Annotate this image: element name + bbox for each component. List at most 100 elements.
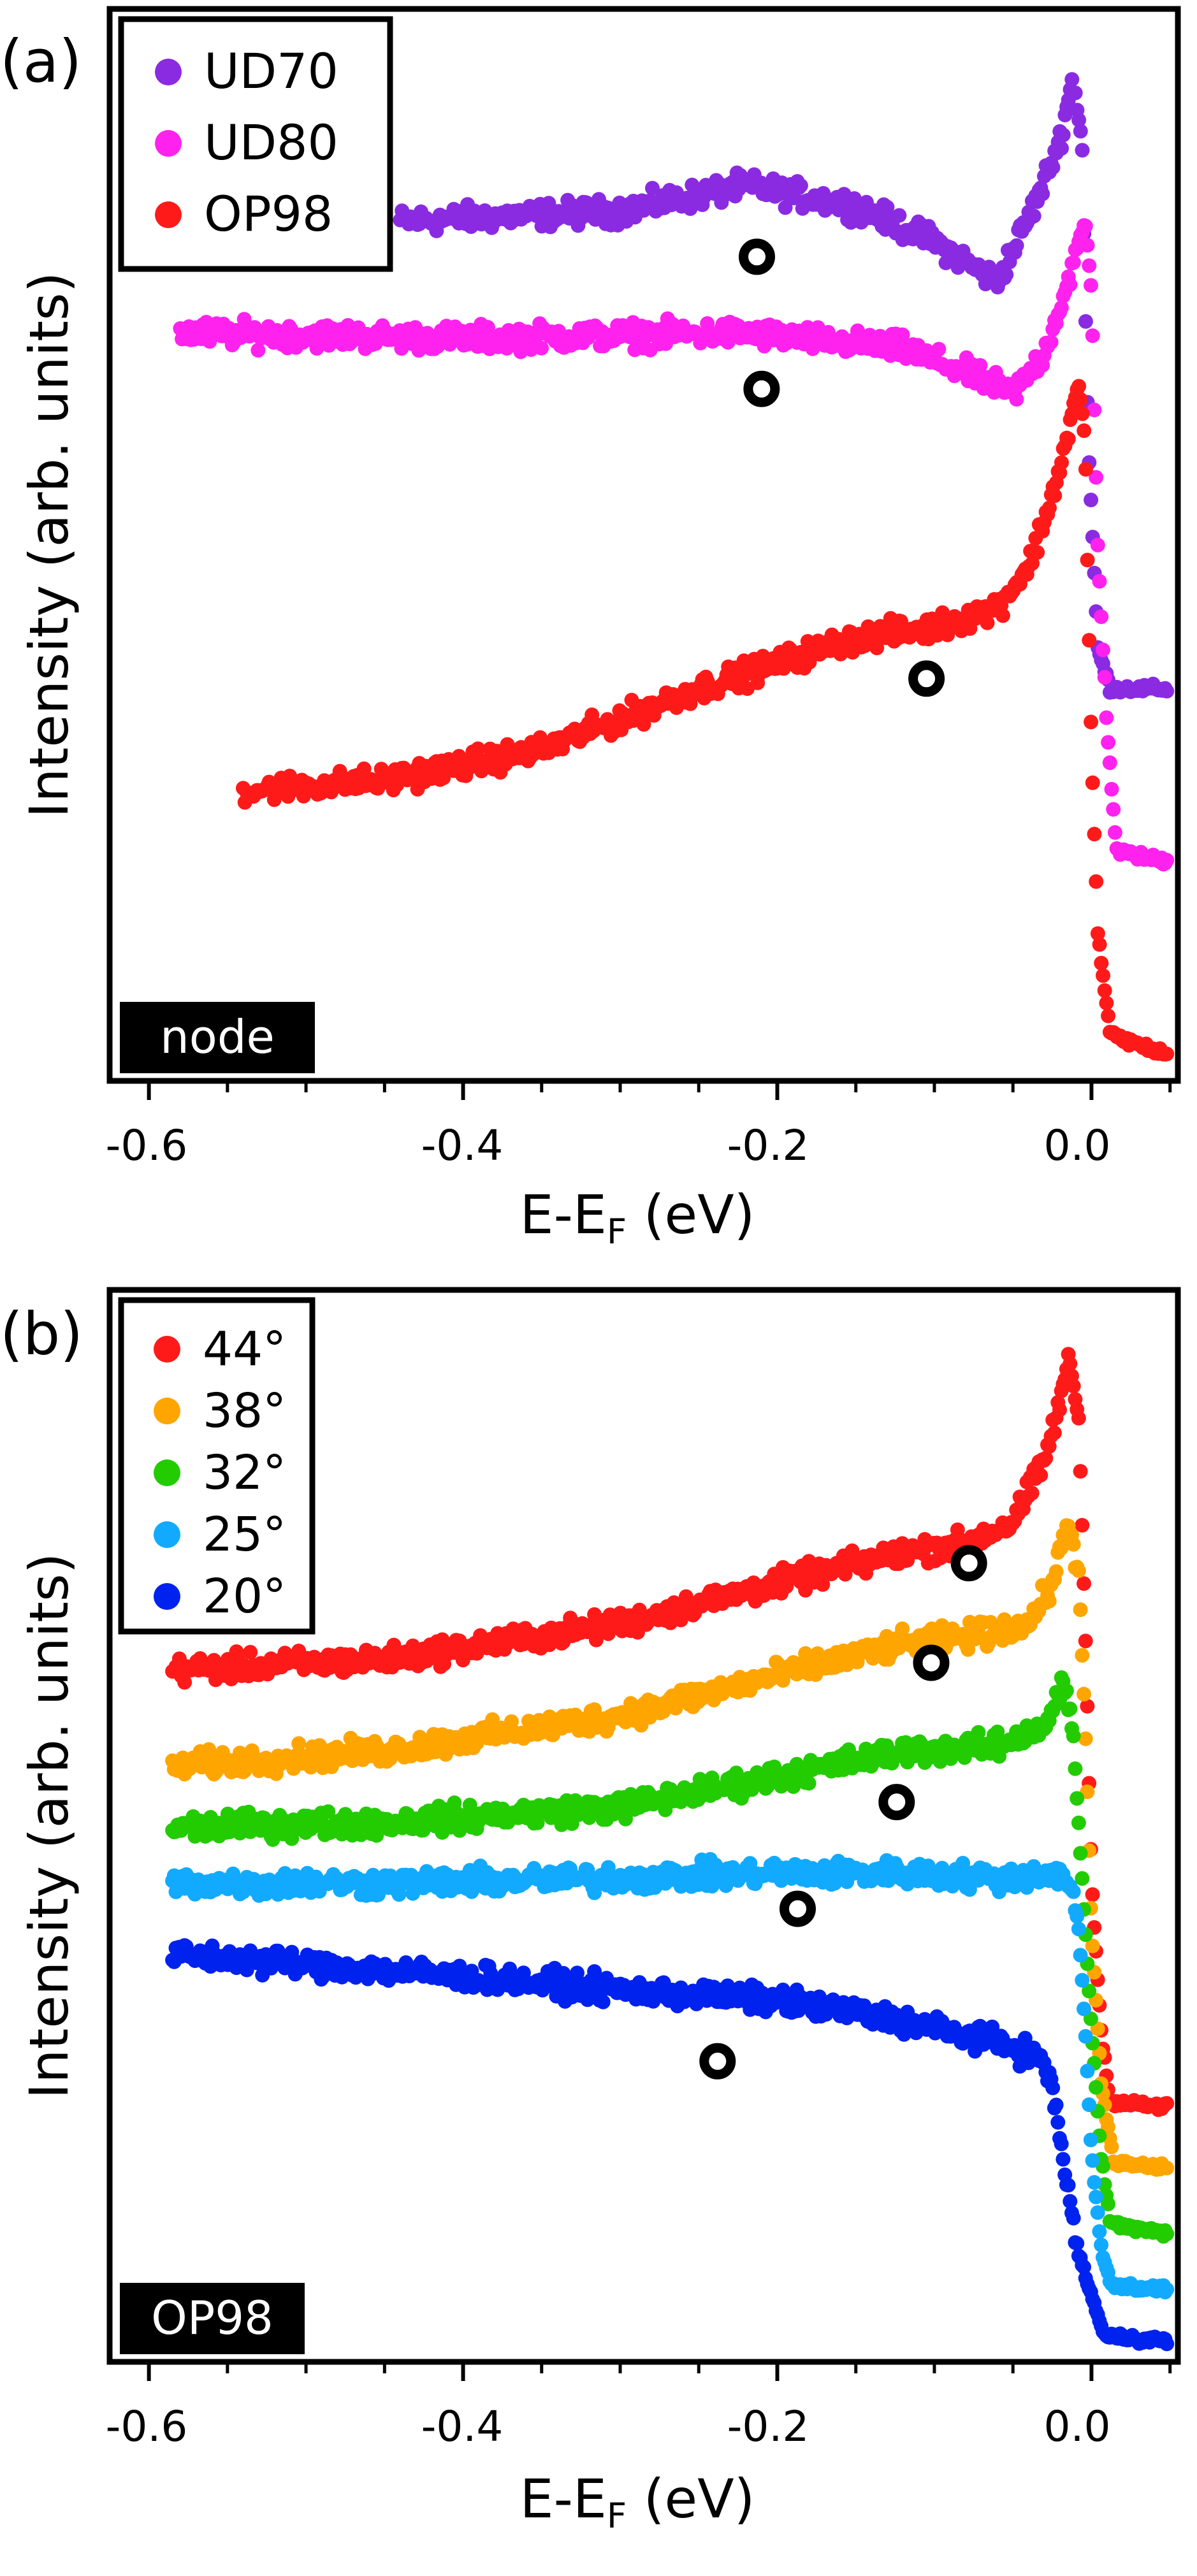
- data-point: [729, 1765, 744, 1781]
- data-point: [1077, 2001, 1091, 2016]
- data-point: [892, 208, 907, 223]
- data-point: [1087, 827, 1102, 842]
- data-point: [291, 1736, 307, 1751]
- data-point: [470, 741, 486, 756]
- panel-a-legend: UD70 UD80 OP98: [118, 16, 393, 272]
- legend-label-ud80: UD80: [204, 114, 338, 171]
- data-point: [1073, 1464, 1088, 1479]
- data-point: [369, 1828, 384, 1843]
- panel-a-y-axis-label: Intensity (arb. units): [18, 271, 80, 818]
- data-point: [801, 1776, 816, 1791]
- data-point: [1070, 1909, 1085, 1924]
- peak-marker-38: [913, 1644, 950, 1681]
- data-point: [1099, 710, 1114, 725]
- legend-label-44deg: 44°: [203, 1322, 286, 1377]
- series-20: [165, 1938, 1175, 2352]
- data-point: [1054, 141, 1069, 156]
- data-point: [1092, 937, 1107, 952]
- data-point: [1047, 488, 1063, 503]
- panel-a-xtick-label: -0.2: [727, 1121, 809, 1170]
- data-point: [895, 1621, 910, 1637]
- data-point: [1048, 1564, 1064, 1579]
- data-point: [1089, 470, 1104, 485]
- data-point: [1082, 633, 1097, 648]
- panel-a-x-axis-label: E-EF (eV): [520, 1183, 755, 1252]
- data-point: [1159, 853, 1175, 868]
- data-point: [1075, 1517, 1090, 1533]
- data-point: [534, 340, 549, 356]
- panel-a-label: (a): [0, 27, 82, 96]
- legend-label-20deg: 20°: [203, 1569, 286, 1624]
- data-point: [1063, 277, 1078, 293]
- panel-a-annotation-box: [120, 1002, 315, 1073]
- series-ud80: [173, 218, 1175, 872]
- panel-a-frame: [106, 6, 1181, 1084]
- data-point: [1075, 1647, 1090, 1663]
- data-point: [618, 1811, 633, 1827]
- data-point: [1090, 926, 1105, 941]
- data-point: [1095, 642, 1110, 658]
- legend-marker-32deg: [154, 1459, 180, 1486]
- data-point: [1054, 300, 1069, 315]
- data-point: [584, 707, 600, 723]
- panel-a-xtick-label: -0.6: [106, 1121, 188, 1170]
- panel-b-plot-area: [165, 1347, 1175, 2352]
- series-32: [165, 1670, 1175, 2244]
- data-point: [961, 1642, 976, 1657]
- data-point: [678, 1589, 693, 1604]
- data-point: [1084, 278, 1098, 293]
- data-point: [1056, 127, 1071, 143]
- data-point: [1094, 2238, 1109, 2252]
- data-point: [778, 200, 793, 215]
- data-point: [1092, 574, 1107, 589]
- data-point: [1026, 208, 1041, 224]
- data-point: [1030, 545, 1045, 560]
- data-point: [850, 323, 865, 338]
- data-point: [1073, 124, 1088, 139]
- data-point: [1084, 493, 1099, 507]
- data-point: [1066, 1728, 1081, 1744]
- data-point: [971, 1725, 986, 1740]
- data-point: [1107, 825, 1122, 840]
- data-point: [895, 327, 910, 342]
- data-point: [356, 761, 372, 776]
- data-point: [1054, 2136, 1069, 2152]
- peak-marker-32: [878, 1784, 915, 1821]
- data-point: [1101, 735, 1116, 750]
- data-point: [1073, 1602, 1088, 1617]
- data-point: [1071, 1921, 1086, 1937]
- data-point: [1073, 1948, 1088, 1963]
- data-point: [1066, 1537, 1081, 1552]
- panel-b-xtick-label: 0.0: [1044, 2402, 1111, 2451]
- peak-marker-ud70: [739, 238, 775, 275]
- data-point: [1159, 2226, 1175, 2241]
- panel-b: (b) -0.6 -0.4 -0.2 0.0 E-EF (eV) Intensi…: [0, 1287, 1181, 2536]
- data-point: [1047, 1425, 1062, 1440]
- data-point: [1068, 85, 1083, 101]
- data-point: [1078, 1633, 1093, 1649]
- data-point: [1084, 714, 1099, 730]
- data-point: [995, 608, 1010, 623]
- data-point: [1085, 2153, 1100, 2168]
- legend-marker-25deg: [154, 1521, 180, 1548]
- data-point: [1061, 2178, 1076, 2193]
- data-point: [1083, 2132, 1098, 2148]
- data-point: [600, 1860, 616, 1875]
- data-point: [1071, 1815, 1086, 1830]
- panel-a-annotation-text: node: [160, 1010, 275, 1064]
- panel-a-xtick-label: -0.4: [421, 1121, 504, 1170]
- data-point: [1078, 2029, 1093, 2044]
- data-point: [1159, 2282, 1175, 2297]
- panel-b-annotation-text: OP98: [151, 2291, 273, 2345]
- data-point: [1089, 2189, 1103, 2204]
- data-point: [1159, 2160, 1175, 2176]
- panel-a: (a) -0.6 -0.4 -0.2 0.0 E-EF (eV) Intensi…: [0, 6, 1181, 1252]
- data-point: [1075, 406, 1090, 421]
- data-point: [1071, 112, 1087, 127]
- data-point: [1054, 455, 1069, 470]
- data-point: [1042, 500, 1057, 516]
- data-point: [243, 1645, 258, 1660]
- data-point: [595, 1994, 611, 2009]
- data-point: [1064, 72, 1080, 87]
- data-point: [1085, 1938, 1100, 1953]
